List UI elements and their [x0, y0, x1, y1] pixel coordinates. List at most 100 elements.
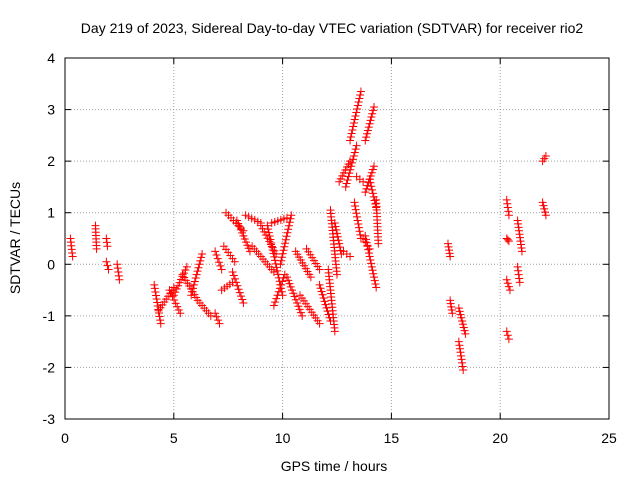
data-point — [368, 266, 377, 275]
data-point — [344, 172, 353, 181]
data-point — [446, 299, 455, 308]
data-point — [284, 225, 293, 234]
data-point — [367, 182, 376, 191]
data-point — [196, 256, 205, 265]
data-point — [367, 168, 376, 177]
data-point — [362, 238, 371, 247]
data-point — [283, 228, 292, 237]
data-point — [515, 274, 524, 283]
data-point — [114, 271, 123, 280]
data-point — [280, 242, 289, 251]
data-point — [366, 255, 375, 264]
data-point — [270, 252, 279, 261]
data-point — [268, 245, 277, 254]
data-point — [279, 274, 288, 283]
data-point — [168, 292, 177, 301]
data-point — [351, 112, 360, 121]
data-point — [286, 214, 295, 223]
data-point — [447, 302, 456, 311]
data-point — [284, 276, 293, 285]
data-point — [345, 169, 354, 178]
data-point — [504, 335, 513, 344]
x-tick-label: 25 — [601, 430, 617, 446]
data-point — [334, 236, 343, 245]
data-point — [153, 298, 162, 307]
data-point — [298, 311, 307, 320]
data-point — [446, 252, 455, 261]
data-point — [174, 305, 183, 314]
x-tick-label: 10 — [275, 430, 291, 446]
data-point — [517, 247, 526, 256]
data-point — [273, 291, 282, 300]
data-point — [346, 165, 355, 174]
data-point — [278, 249, 287, 258]
data-point — [502, 275, 511, 284]
data-point — [103, 242, 112, 251]
data-point — [269, 301, 278, 310]
data-point — [215, 258, 224, 267]
y-tick-label: -1 — [43, 308, 56, 324]
data-point — [540, 204, 549, 213]
data-point — [212, 251, 221, 260]
data-point — [316, 284, 325, 293]
data-point — [504, 207, 513, 216]
tick-labels: 0 5 10 15 20 25 -3 -2 -1 0 1 2 3 4 — [43, 50, 617, 446]
data-point — [271, 298, 280, 307]
data-point — [293, 298, 302, 307]
data-point — [171, 299, 180, 308]
data-point — [541, 211, 550, 220]
data-point — [362, 235, 371, 244]
data-point — [353, 216, 362, 225]
data-point — [352, 209, 361, 218]
data-point — [455, 307, 464, 316]
data-point — [335, 243, 344, 252]
data-point — [289, 289, 298, 298]
data-point — [288, 286, 297, 295]
data-point — [502, 327, 511, 336]
data-point — [274, 270, 283, 279]
data-point — [191, 274, 200, 283]
data-point — [315, 265, 324, 274]
plot-frame — [64, 57, 610, 420]
data-point — [277, 253, 286, 262]
data-point — [541, 208, 550, 217]
data-point — [346, 252, 355, 261]
data-point — [354, 98, 363, 107]
data-point — [370, 276, 379, 285]
y-axis-label: SDTVAR / TECUs — [7, 182, 23, 294]
data-point — [374, 239, 383, 248]
data-point — [235, 288, 244, 297]
data-point — [284, 221, 293, 230]
data-point — [233, 281, 242, 290]
data-point — [194, 263, 203, 272]
data-point — [352, 108, 361, 117]
data-point — [267, 239, 276, 248]
data-point — [229, 271, 238, 280]
data-point — [455, 341, 464, 350]
data-point — [369, 162, 378, 171]
data-point — [333, 229, 341, 238]
data-point — [459, 366, 468, 375]
data-point — [266, 235, 275, 244]
data-point — [359, 177, 368, 186]
data-point — [102, 257, 111, 266]
data-point — [503, 199, 512, 208]
data-point — [458, 320, 467, 329]
data-point — [365, 175, 374, 184]
data-point — [269, 249, 278, 258]
data-point — [504, 282, 513, 291]
data-point — [282, 232, 291, 241]
data-point — [349, 122, 358, 131]
data-point — [332, 225, 341, 234]
data-point — [237, 292, 246, 301]
y-tick-label: 2 — [47, 153, 55, 169]
data-point — [457, 313, 466, 322]
data-point — [448, 309, 457, 318]
data-point — [279, 246, 288, 255]
data-point — [294, 302, 303, 311]
data-point — [282, 213, 291, 222]
data-point — [457, 355, 466, 364]
data-point — [193, 267, 202, 276]
x-tick-label: 20 — [492, 430, 508, 446]
